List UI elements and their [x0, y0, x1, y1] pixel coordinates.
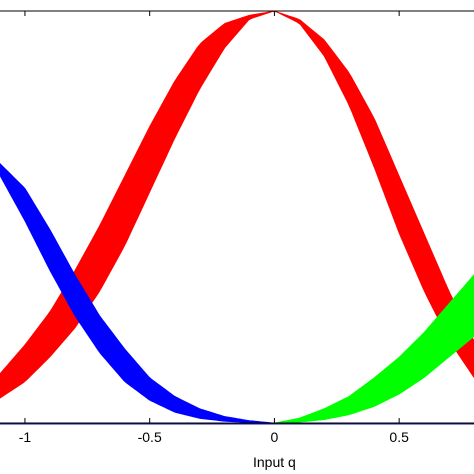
x-tick-labels: -1 -0.5 0 0.5	[19, 429, 409, 445]
x-axis-label: Input q	[253, 454, 296, 470]
axes-box	[0, 10, 474, 424]
series-band-0	[0, 11, 474, 399]
x-tick-label: 0.5	[389, 429, 409, 445]
series-band-2	[274, 274, 474, 424]
axes	[0, 10, 474, 424]
x-tick-label: -0.5	[138, 429, 162, 445]
x-tick-label: 0	[271, 429, 279, 445]
plot-area	[0, 11, 474, 425]
x-tick-label: -1	[19, 429, 32, 445]
